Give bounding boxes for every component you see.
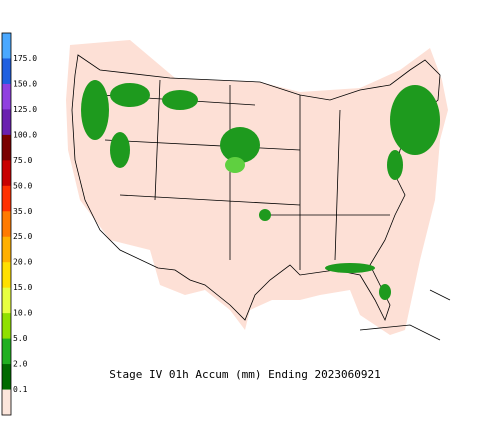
map-title: Stage IV 01h Accum (mm) Ending 202306092… (109, 368, 381, 381)
rain-area (225, 157, 245, 173)
legend-swatch (2, 33, 11, 59)
rain-area (390, 85, 440, 155)
legend-swatch (2, 236, 11, 263)
rain-area (325, 263, 375, 273)
legend: 175.0 150.0 125.0 100.0 75.0 50.0 35.0 25.0 20.0… (1, 32, 37, 416)
rain-area (81, 80, 109, 140)
legend-label: 175.0 (13, 54, 37, 63)
legend-swatch (2, 160, 11, 187)
map (66, 40, 451, 341)
precipitation (81, 80, 440, 300)
coverage-area (66, 40, 448, 335)
rain-area (259, 209, 271, 221)
legend-swatch (2, 83, 11, 110)
rain-area (110, 83, 150, 107)
rain-area (162, 90, 198, 110)
rain-area (110, 132, 130, 168)
rain-area (387, 150, 403, 180)
islands (359, 289, 451, 341)
legend-swatch (2, 58, 11, 85)
legend-label: 150.0 (13, 79, 37, 88)
legend-label: 25.0 (13, 232, 32, 241)
legend-label: 0.1 (13, 385, 28, 394)
legend-label: 75.0 (13, 156, 32, 165)
legend-swatch (2, 389, 11, 416)
legend-swatch (2, 313, 11, 340)
legend-label: 50.0 (13, 181, 32, 190)
legend-label: 20.0 (13, 258, 32, 267)
legend-swatch (2, 109, 11, 136)
legend-label: 100.0 (13, 130, 37, 139)
rain-area (379, 284, 391, 300)
legend-label: 15.0 (13, 283, 32, 292)
legend-label: 125.0 (13, 105, 37, 114)
legend-swatch (2, 262, 11, 289)
legend-swatch (2, 364, 11, 391)
legend-swatch (2, 211, 11, 238)
legend-label: 5.0 (13, 334, 28, 343)
legend-label: 35.0 (13, 207, 32, 216)
legend-label: 10.0 (13, 309, 32, 318)
legend-swatch (2, 134, 11, 161)
legend-swatch (2, 185, 11, 212)
us-outline (71, 54, 441, 322)
legend-label: 2.0 (13, 360, 28, 369)
rain-area (220, 127, 260, 163)
legend-swatch (2, 287, 11, 314)
legend-swatch (2, 338, 11, 365)
legend-frame (1, 32, 12, 416)
